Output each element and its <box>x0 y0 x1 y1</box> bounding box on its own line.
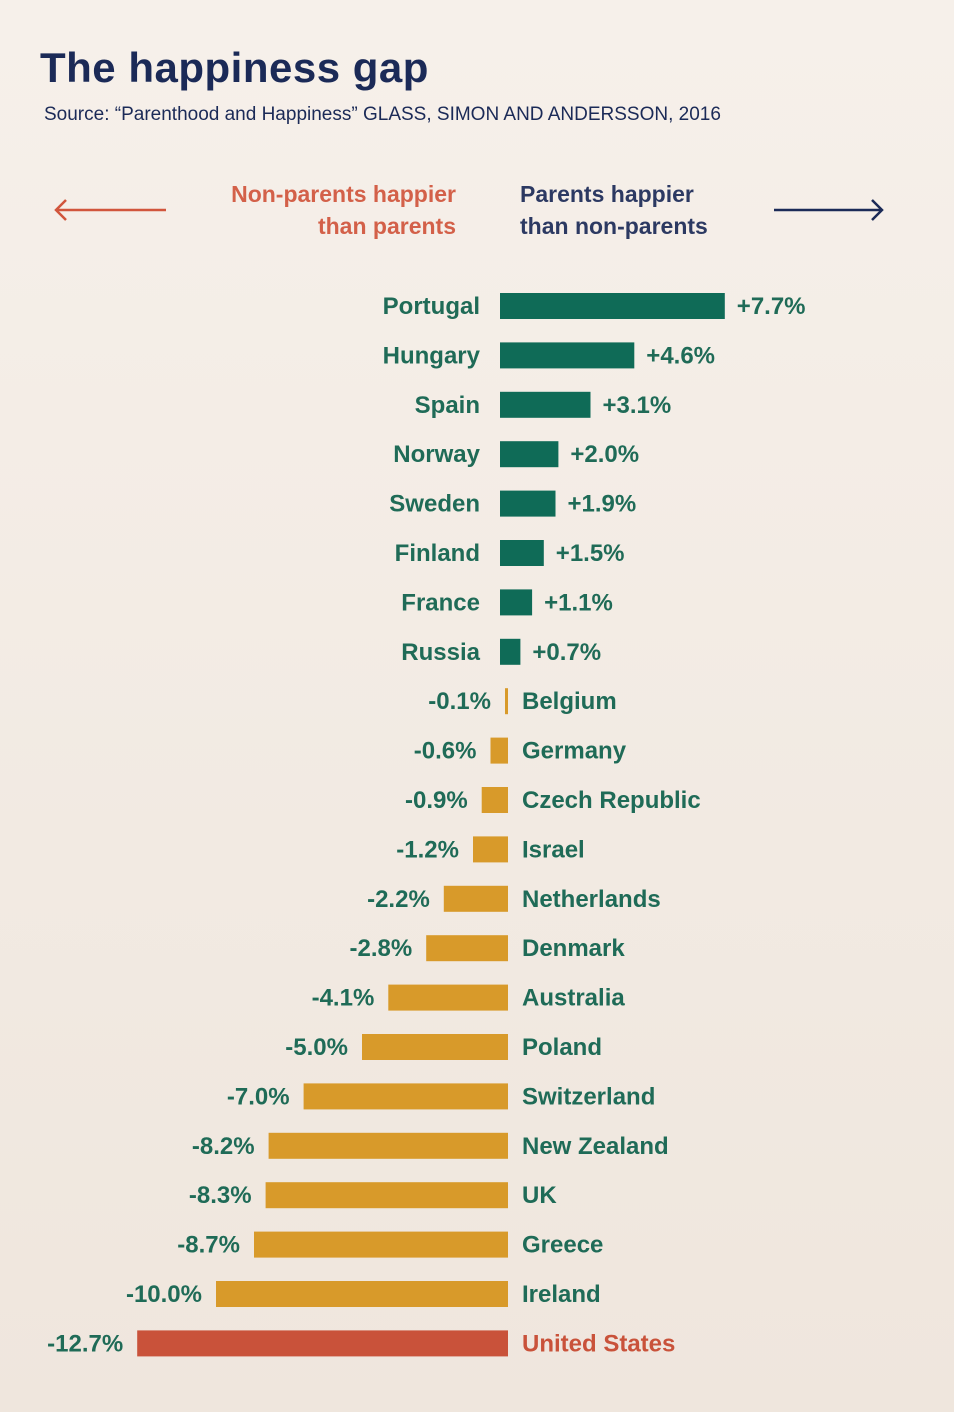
bar-portugal <box>500 293 725 319</box>
value-label-russia: +0.7% <box>532 639 601 666</box>
bar-germany <box>490 737 508 764</box>
legend-non-parents: Non-parents happier than parents <box>156 178 456 242</box>
category-label-greece: Greece <box>522 1232 603 1259</box>
category-label-denmark: Denmark <box>522 935 625 962</box>
category-label-spain: Spain <box>415 392 480 419</box>
value-label-czech-republic: -0.9% <box>405 787 468 814</box>
legend-parents: Parents happier than non-parents <box>520 178 780 242</box>
bar-uk <box>265 1182 508 1209</box>
bar-netherlands <box>443 885 508 912</box>
category-label-russia: Russia <box>401 639 480 666</box>
category-label-new-zealand: New Zealand <box>522 1133 669 1160</box>
category-label-united-states: United States <box>522 1330 675 1357</box>
bar-denmark <box>426 935 508 962</box>
value-label-france: +1.1% <box>544 589 613 616</box>
category-label-hungary: Hungary <box>383 342 481 369</box>
bar-sweden <box>500 490 556 517</box>
value-label-australia: -4.1% <box>312 985 375 1012</box>
value-label-uk: -8.3% <box>189 1182 252 1209</box>
value-label-denmark: -2.8% <box>349 935 412 962</box>
bar-greece <box>254 1231 508 1258</box>
category-label-poland: Poland <box>522 1034 602 1061</box>
bar-israel <box>473 836 508 863</box>
value-label-poland: -5.0% <box>285 1034 348 1061</box>
category-label-israel: Israel <box>522 836 585 863</box>
value-label-ireland: -10.0% <box>126 1281 202 1308</box>
value-label-netherlands: -2.2% <box>367 886 430 913</box>
category-label-finland: Finland <box>395 540 480 567</box>
value-label-norway: +2.0% <box>570 441 639 468</box>
bar-hungary <box>500 342 635 369</box>
value-label-greece: -8.7% <box>177 1232 240 1259</box>
value-label-israel: -1.2% <box>396 836 459 863</box>
category-label-belgium: Belgium <box>522 688 617 715</box>
page-title: The happiness gap <box>40 44 429 91</box>
bar-australia <box>388 984 508 1011</box>
bar-poland <box>362 1034 508 1060</box>
value-label-belgium: -0.1% <box>428 688 491 715</box>
category-label-norway: Norway <box>393 441 480 468</box>
category-label-ireland: Ireland <box>522 1281 601 1308</box>
value-label-united-states: -12.7% <box>47 1330 123 1357</box>
value-label-germany: -0.6% <box>414 738 477 765</box>
bar-spain <box>500 391 591 418</box>
legend-left-line1: Non-parents happier <box>231 181 456 207</box>
bar-new-zealand <box>268 1132 508 1159</box>
bar-ireland <box>216 1281 508 1307</box>
value-label-switzerland: -7.0% <box>227 1083 290 1110</box>
category-label-france: France <box>401 589 480 616</box>
category-label-switzerland: Switzerland <box>522 1083 655 1110</box>
legend-right-line2: than non-parents <box>520 213 708 239</box>
value-label-finland: +1.5% <box>556 540 625 567</box>
bar-russia <box>500 638 521 665</box>
value-label-portugal: +7.7% <box>737 293 806 320</box>
bar-norway <box>500 441 559 468</box>
category-label-australia: Australia <box>522 985 625 1012</box>
legend-right-line1: Parents happier <box>520 181 694 207</box>
source-note: Source: “Parenthood and Happiness” GLASS… <box>44 104 721 125</box>
legend-left-line2: than parents <box>317 213 456 239</box>
bar-france <box>500 589 533 616</box>
bar-czech-republic <box>481 787 508 813</box>
category-label-uk: UK <box>522 1182 557 1209</box>
category-label-germany: Germany <box>522 738 627 765</box>
left-arrow-icon <box>54 199 166 221</box>
bar-switzerland <box>303 1083 508 1110</box>
bar-united-states <box>137 1330 508 1357</box>
right-arrow-icon <box>774 199 884 221</box>
category-label-netherlands: Netherlands <box>522 886 661 913</box>
value-label-spain: +3.1% <box>603 392 672 419</box>
bar-finland <box>500 540 544 566</box>
category-label-czech-republic: Czech Republic <box>522 787 701 814</box>
value-label-new-zealand: -8.2% <box>192 1133 255 1160</box>
category-label-sweden: Sweden <box>389 491 480 518</box>
value-label-hungary: +4.6% <box>646 342 715 369</box>
bar-belgium <box>505 688 508 715</box>
category-label-portugal: Portugal <box>383 293 480 320</box>
value-label-sweden: +1.9% <box>568 491 637 518</box>
